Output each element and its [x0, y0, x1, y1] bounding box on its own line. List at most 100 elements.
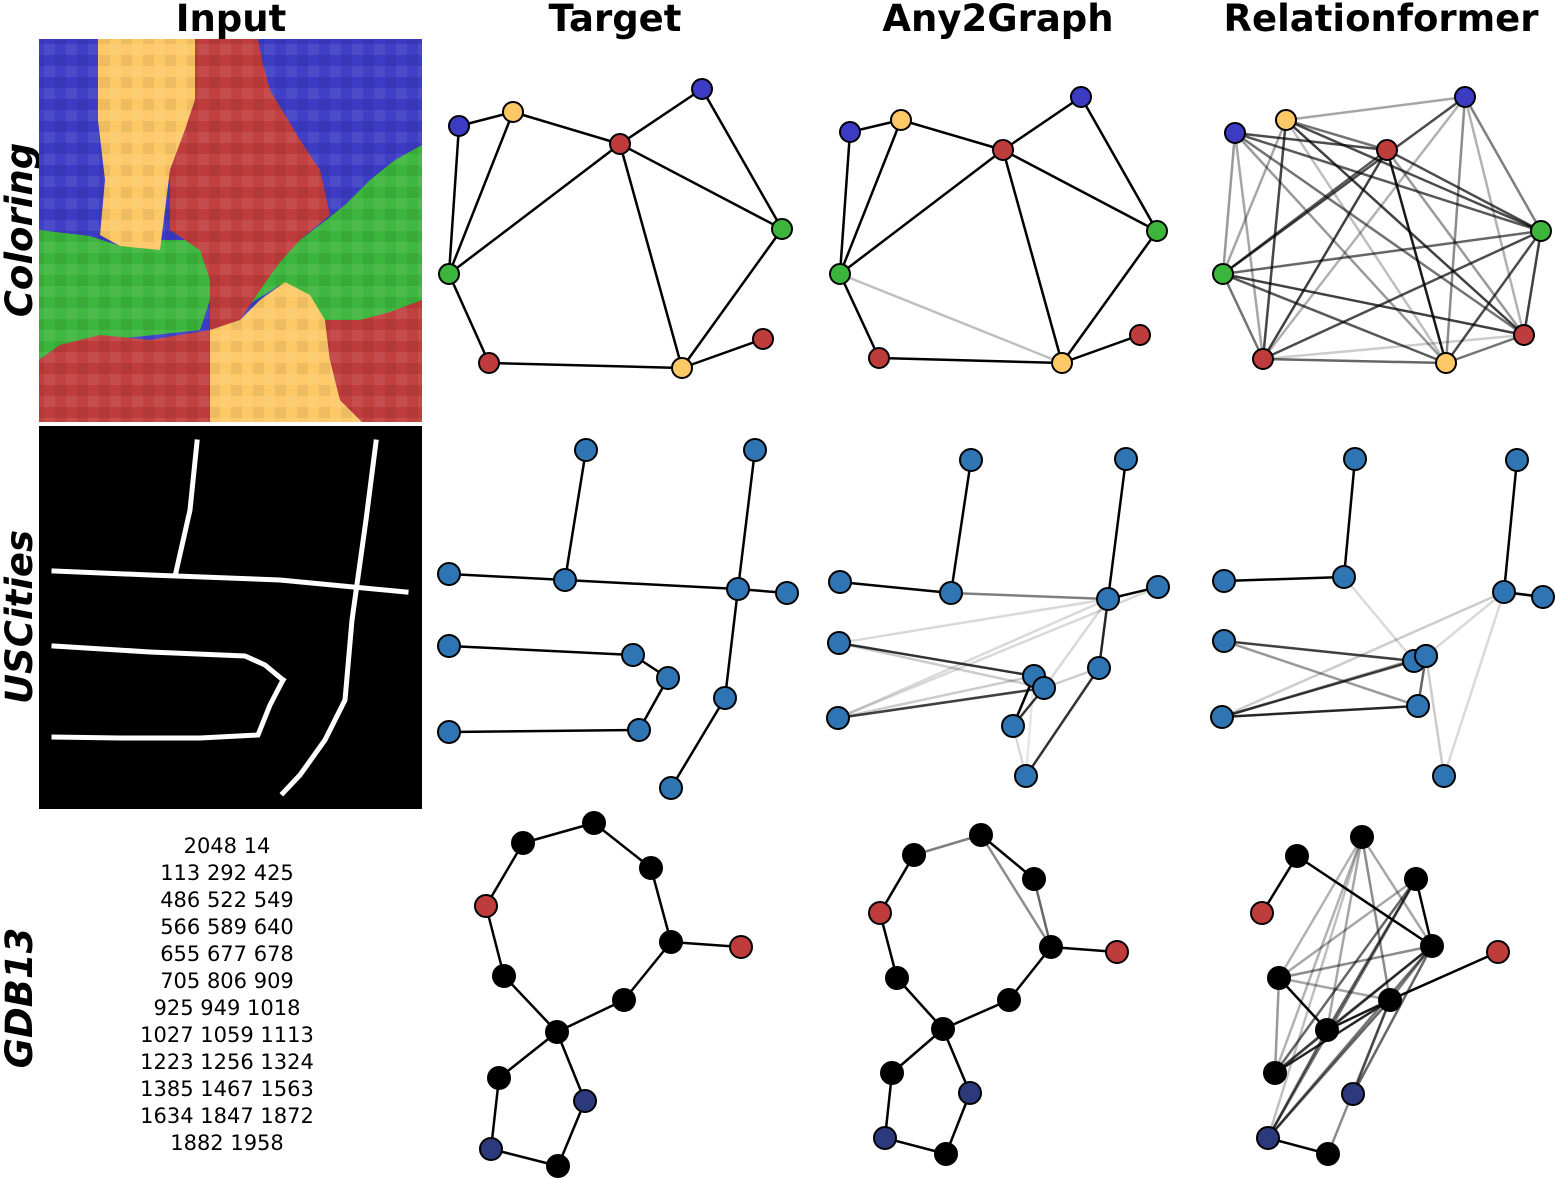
graph-edge: [1261, 149, 1389, 360]
graph-edge: [1222, 95, 1466, 276]
graph-node: [609, 133, 631, 155]
graph-node: [492, 964, 516, 988]
graph-edge: [1360, 836, 1392, 1001]
graph-node: [1376, 139, 1398, 161]
graph-edge: [1266, 836, 1364, 1139]
graph-edge: [1060, 230, 1159, 364]
column-title-any2graph: Any2Graph: [882, 0, 1113, 40]
gdb13-line: 925 949 1018: [154, 996, 301, 1020]
graph-edge: [1233, 132, 1265, 360]
graph-edge: [1223, 639, 1415, 663]
graph-node: [1210, 705, 1234, 729]
graph-edge: [498, 1031, 558, 1079]
graph-node: [478, 352, 500, 374]
graph-node: [969, 823, 993, 847]
road-stroke: [173, 439, 200, 575]
graph-node: [1022, 867, 1046, 891]
graph-edge: [1445, 333, 1525, 365]
graph-node: [1250, 901, 1274, 925]
graph-node: [448, 115, 470, 137]
graph-edge: [838, 131, 852, 275]
graph-node: [671, 357, 693, 379]
graph-node: [574, 438, 598, 462]
gdb13-line: 1027 1059 1113: [140, 1023, 314, 1047]
graph-node: [546, 1154, 570, 1178]
graph-node: [1435, 352, 1457, 374]
graph-node: [1404, 867, 1428, 891]
graph-node: [729, 935, 753, 959]
graph-node: [873, 1126, 897, 1150]
gdb13-line: 1634 1847 1872: [140, 1104, 314, 1128]
graph-node: [868, 901, 892, 925]
graph-node: [959, 448, 983, 472]
graph-node: [627, 718, 651, 742]
graph-node: [1432, 764, 1456, 788]
uscities-input-image: [39, 426, 422, 809]
road-stroke: [51, 643, 287, 684]
row-title-coloring: Coloring: [0, 143, 41, 317]
graph-edge: [1360, 836, 1434, 947]
graph-node: [1129, 324, 1151, 346]
graph-node: [1105, 940, 1129, 964]
gdb13-any2graph-graph: [868, 823, 1129, 1166]
graph-edge: [680, 228, 784, 369]
graph-edge: [1278, 976, 1391, 1002]
graph-edge: [837, 597, 1109, 720]
graph-node: [1513, 324, 1535, 346]
graph-edge: [593, 822, 652, 869]
coloring-any2graph-graph: [829, 86, 1168, 374]
gdb13-line: 486 522 549: [160, 888, 294, 912]
graph-edge: [1024, 667, 1101, 777]
graph-edge: [1267, 999, 1391, 1139]
graph-edge: [1278, 944, 1433, 980]
graph-node: [487, 1066, 511, 1090]
graph-node: [868, 347, 890, 369]
graph-node: [997, 988, 1021, 1012]
graph-node: [1212, 569, 1236, 593]
uscities-target-graph: [437, 438, 799, 800]
graph-edge: [1221, 659, 1415, 719]
graph-edge: [1222, 229, 1542, 276]
graph-node: [1032, 676, 1056, 700]
graph-edge: [484, 905, 506, 977]
graph-node: [1275, 109, 1297, 131]
graph-edge: [623, 941, 672, 1001]
graph-node: [1343, 447, 1367, 471]
graph-edge: [1285, 118, 1542, 233]
coloring-target-graph: [438, 78, 793, 379]
graph-node: [573, 1089, 597, 1113]
graph-edge: [522, 821, 595, 845]
graph-node: [775, 581, 799, 605]
graph-edge: [1079, 96, 1159, 232]
graph-node: [1224, 122, 1246, 144]
column-title-relationformer: Relationformer: [1223, 0, 1539, 40]
graph-node: [502, 101, 524, 123]
graph-edge: [1277, 836, 1364, 979]
graph-edge: [1261, 119, 1288, 360]
gdb13-line: 1223 1256 1324: [140, 1050, 314, 1074]
graph-edge: [1222, 272, 1447, 365]
graph-edge: [447, 273, 491, 364]
graph-edge: [563, 449, 588, 581]
graph-node: [880, 1061, 904, 1085]
graph-edge: [619, 87, 703, 146]
graph-node: [902, 843, 926, 867]
graph-edge: [1424, 655, 1446, 777]
graph-edge: [619, 142, 783, 231]
graph-edge: [838, 273, 881, 359]
graph-edge: [1325, 836, 1364, 1031]
graph-node: [1001, 714, 1025, 738]
graph-node: [1378, 988, 1402, 1012]
uscities-any2graph-graph: [826, 447, 1170, 788]
graph-node: [890, 109, 912, 131]
graph-node: [691, 78, 713, 100]
graph-edge: [1285, 119, 1525, 336]
graph-edge: [484, 842, 525, 907]
graph-node: [1252, 348, 1274, 370]
graph-edge: [1502, 459, 1519, 593]
graph-node: [438, 263, 460, 285]
graph-edge: [1284, 119, 1448, 364]
graph-node: [1146, 220, 1168, 242]
graph-node: [659, 930, 683, 954]
